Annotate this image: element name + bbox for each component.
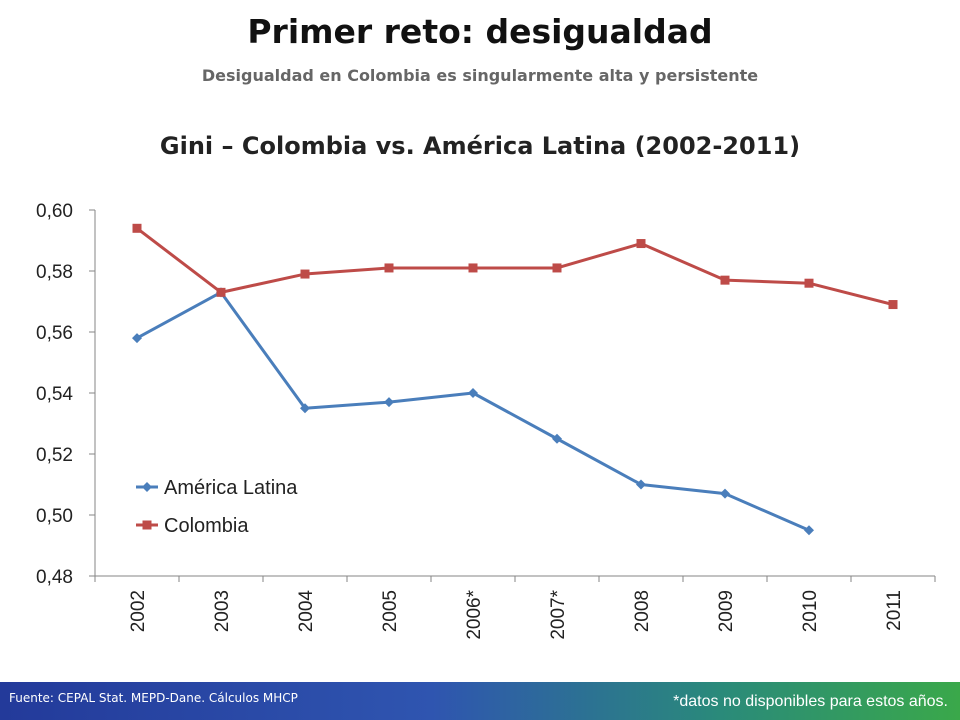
data-point-america-latina — [384, 397, 394, 408]
source-note: Fuente: CEPAL Stat. MEPD-Dane. Cálculos … — [9, 691, 298, 705]
x-tick-label: 2005 — [380, 590, 401, 632]
legend-marker-america-latina — [142, 482, 152, 492]
page-title: Primer reto: desigualdad — [247, 12, 713, 51]
data-point-colombia — [468, 263, 478, 273]
data-point-colombia — [888, 300, 898, 310]
y-tick-label: 0,60 — [36, 201, 73, 222]
y-tick-label: 0,58 — [36, 262, 73, 283]
data-point-colombia — [804, 278, 814, 288]
data-point-colombia — [300, 269, 310, 279]
series-line-colombia — [136, 227, 894, 307]
page-subtitle: Desigualdad en Colombia es singularmente… — [201, 66, 759, 85]
y-tick-label: 0,50 — [36, 506, 73, 527]
data-point-america-latina — [720, 488, 730, 499]
footer-bar: Fuente: CEPAL Stat. MEPD-Dane. Cálculos … — [0, 682, 960, 720]
legend-label-america-latina: América Latina — [164, 477, 298, 499]
x-tick-label: 2009 — [716, 590, 737, 632]
data-point-america-latina — [132, 333, 142, 344]
legend-label-colombia: Colombia — [164, 515, 249, 537]
data-point-america-latina — [552, 433, 562, 444]
data-point-colombia — [720, 275, 730, 285]
data-point-america-latina — [468, 388, 478, 398]
y-tick-label: 0,54 — [36, 384, 73, 405]
x-tick-label: 2003 — [212, 590, 233, 632]
x-tick-label: 2006* — [464, 589, 485, 639]
x-tick-label: 2002 — [128, 590, 149, 632]
x-tick-label: 2011 — [884, 590, 905, 631]
x-tick-label: 2007* — [548, 589, 569, 639]
chart-title: Gini – Colombia vs. América Latina (2002… — [159, 132, 801, 160]
data-point-america-latina — [804, 525, 814, 536]
data-point-colombia — [636, 239, 646, 249]
data-point-america-latina — [636, 479, 646, 490]
y-tick-label: 0,48 — [36, 567, 73, 588]
x-tick-label: 2008 — [632, 590, 653, 632]
data-point-america-latina — [300, 403, 310, 414]
data-point-colombia — [384, 263, 394, 273]
y-tick-label: 0,56 — [36, 323, 73, 344]
y-tick-label: 0,52 — [36, 445, 73, 466]
data-point-colombia — [132, 223, 142, 233]
legend-marker-colombia — [142, 520, 152, 530]
missing-data-note: *datos no disponibles para estos años. — [673, 693, 948, 710]
data-point-colombia — [552, 263, 562, 273]
gini-line-chart: 0,60 0,58 0,56 0,54 0,52 0,50 0,48 2002 2003 2004… — [36, 201, 936, 640]
data-point-colombia — [216, 287, 226, 297]
x-tick-label: 2010 — [800, 590, 821, 632]
x-tick-label: 2004 — [296, 590, 317, 633]
